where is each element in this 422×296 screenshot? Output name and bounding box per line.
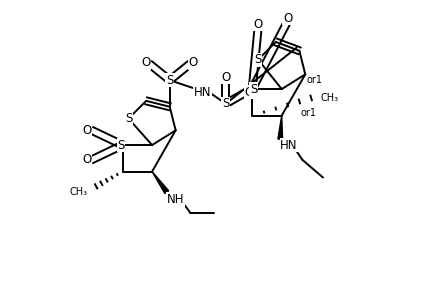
Text: O: O	[83, 153, 92, 166]
Text: or1: or1	[306, 75, 322, 85]
Text: S: S	[254, 53, 262, 66]
Text: CH₃: CH₃	[320, 93, 338, 103]
Text: HN: HN	[193, 86, 211, 99]
Text: S: S	[222, 97, 230, 110]
Text: O: O	[83, 124, 92, 137]
Text: O: O	[221, 71, 230, 84]
Text: S: S	[166, 74, 173, 87]
Text: S: S	[125, 112, 132, 125]
Text: O: O	[189, 56, 198, 69]
Text: NH: NH	[167, 193, 184, 206]
Text: HN: HN	[280, 139, 298, 152]
Text: S: S	[117, 139, 125, 152]
Text: CH₃: CH₃	[69, 187, 87, 197]
Text: O: O	[254, 18, 263, 31]
Text: O: O	[245, 86, 254, 99]
Polygon shape	[152, 172, 169, 194]
Text: O: O	[283, 12, 292, 25]
Polygon shape	[278, 116, 283, 139]
Text: or1: or1	[300, 108, 316, 118]
Text: O: O	[141, 56, 151, 69]
Text: S: S	[250, 83, 257, 96]
